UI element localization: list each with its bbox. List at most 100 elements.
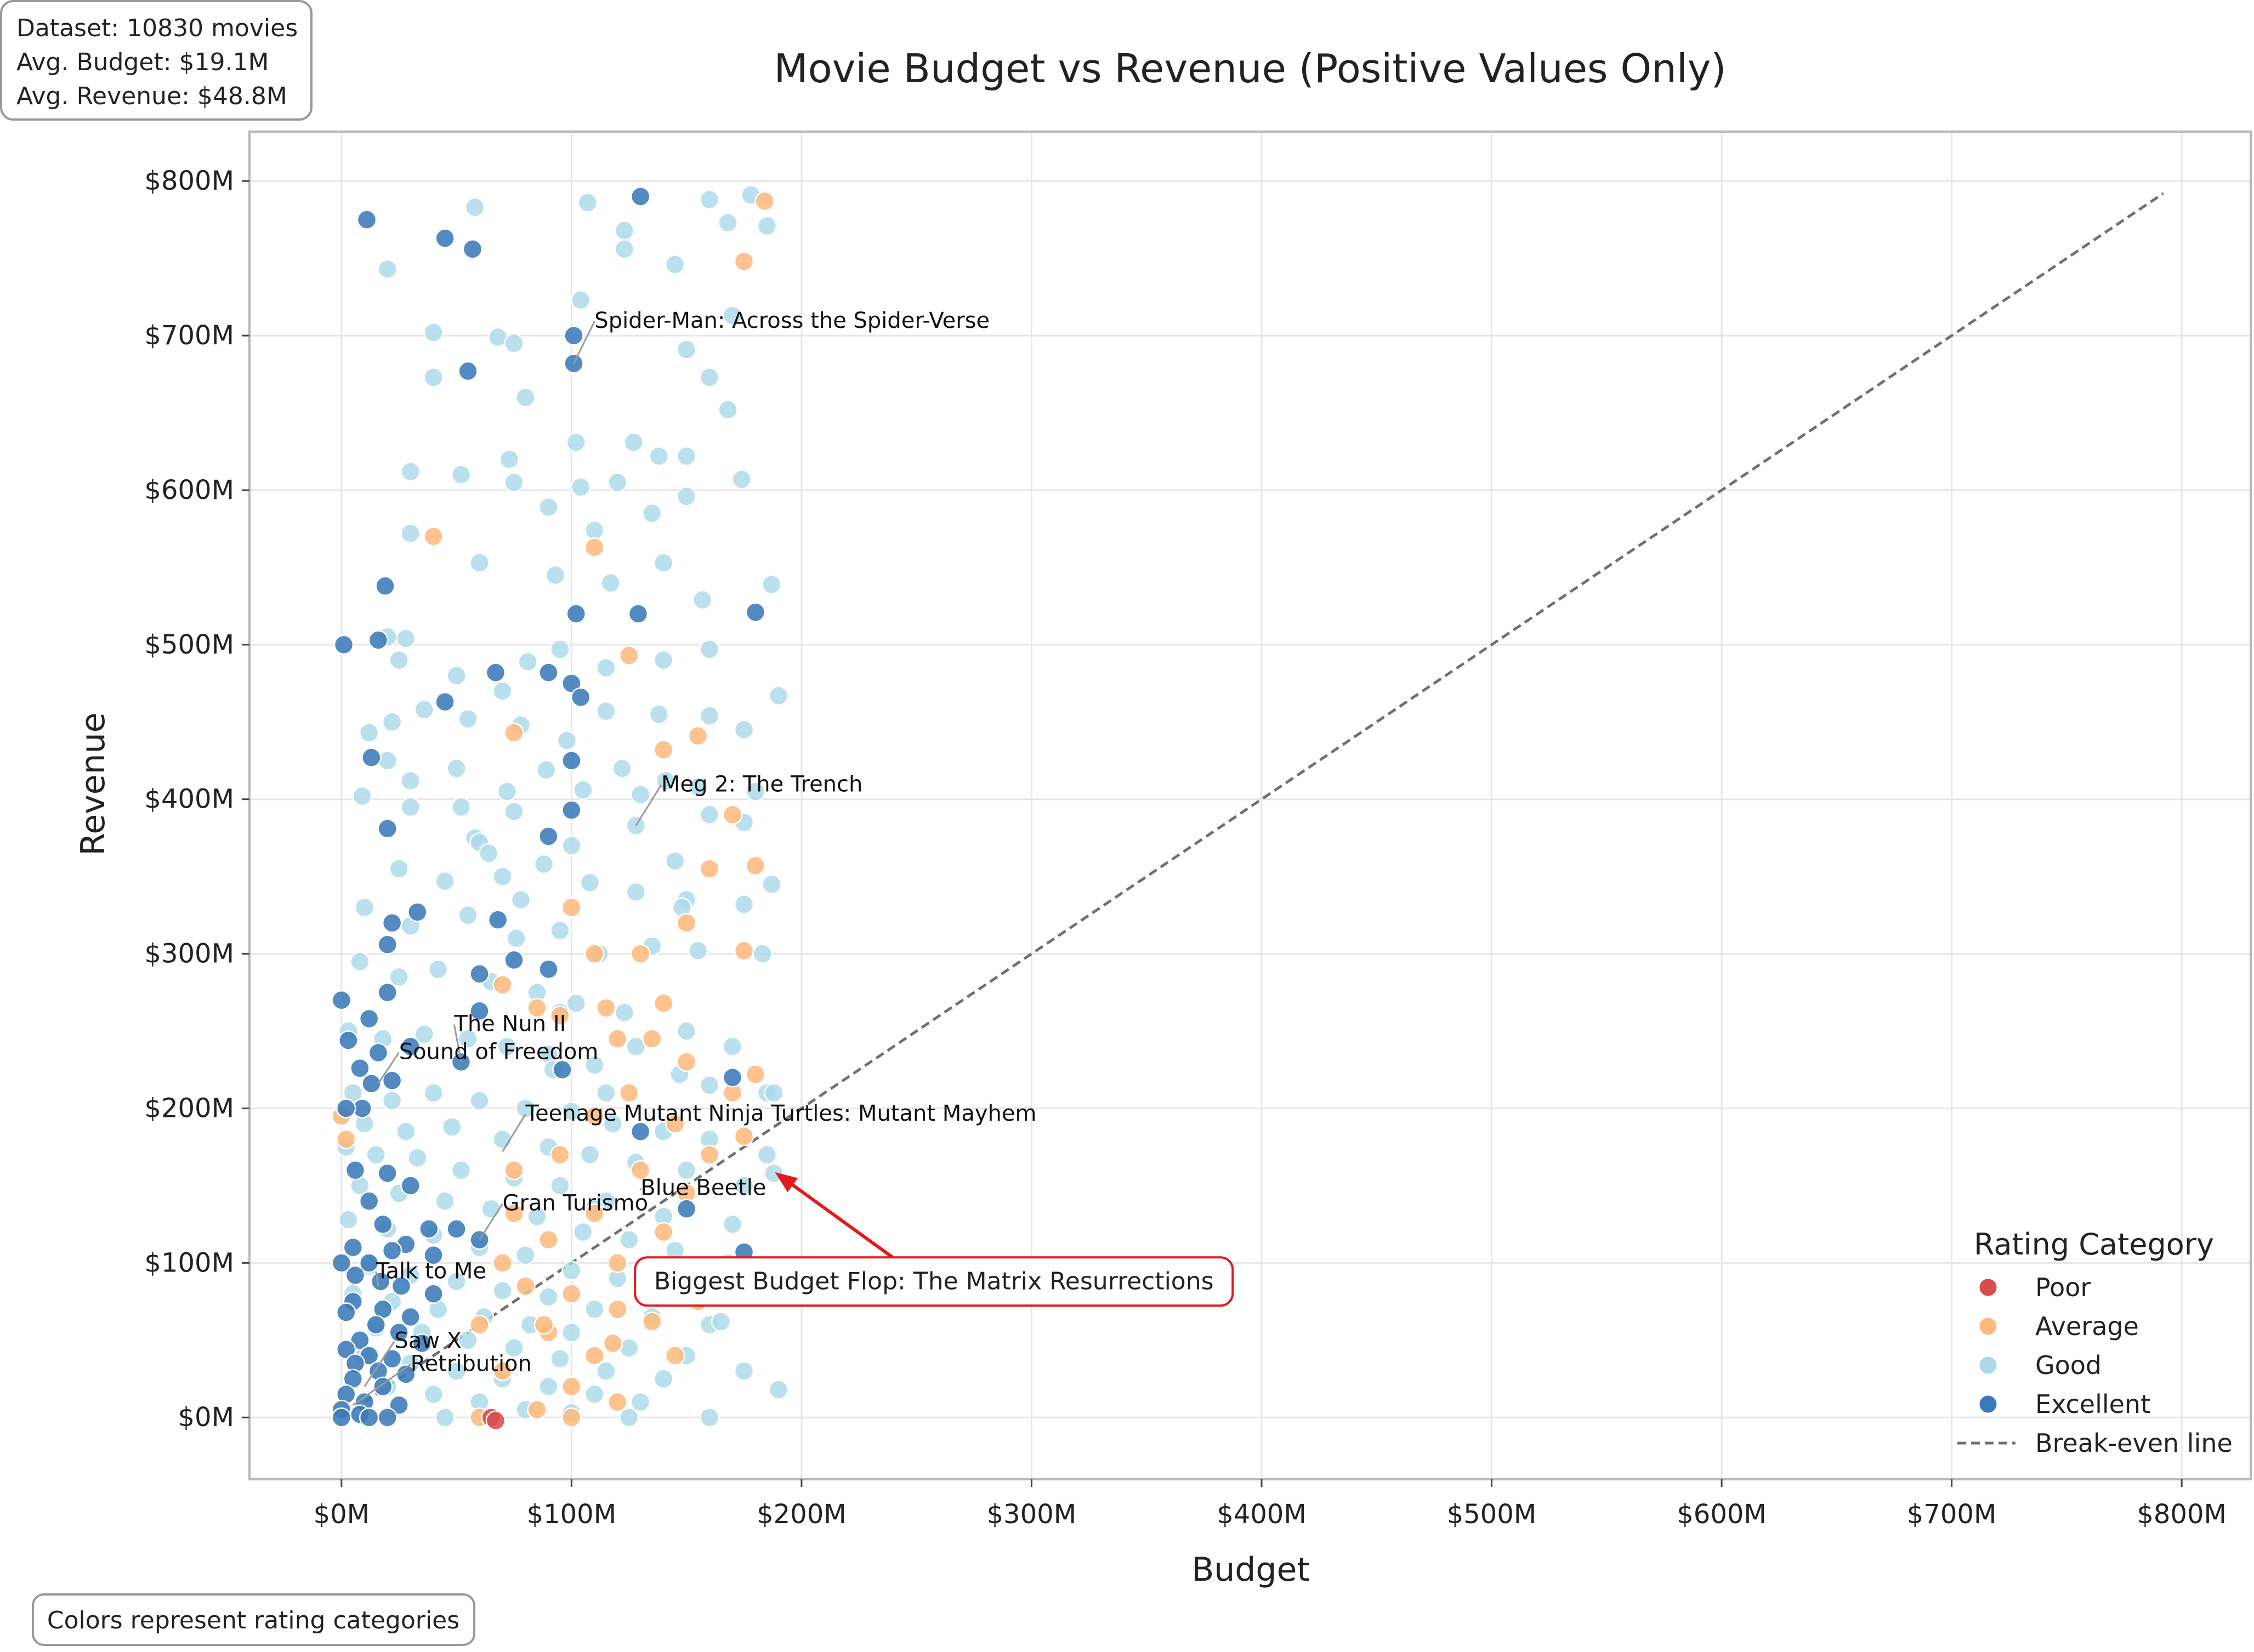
- point-good: [350, 951, 370, 972]
- stats-line: Avg. Budget: $19.1M: [16, 48, 269, 76]
- point-excellent: [361, 1074, 382, 1094]
- point-excellent: [400, 1176, 421, 1196]
- x-tick-label: $400M: [1217, 1499, 1307, 1530]
- point-average: [515, 1276, 536, 1296]
- point-excellent: [359, 1008, 379, 1029]
- point-average: [607, 1299, 628, 1320]
- annotation-connector: [573, 321, 595, 364]
- point-good: [435, 1407, 455, 1428]
- point-good: [584, 1055, 605, 1075]
- point-excellent: [345, 1265, 366, 1286]
- stats-line: Avg. Revenue: $48.8M: [16, 82, 287, 110]
- annotation-label: Meg 2: The Trench: [661, 772, 862, 797]
- point-average: [584, 1203, 605, 1224]
- annotation-label: Gran Turismo: [502, 1191, 648, 1216]
- point-good: [396, 1121, 416, 1142]
- point-excellent: [377, 1407, 398, 1428]
- point-good: [653, 1369, 674, 1389]
- x-tick-label: $800M: [2137, 1499, 2227, 1530]
- point-excellent: [630, 1121, 651, 1142]
- point-average: [630, 944, 651, 964]
- point-good: [550, 921, 570, 941]
- point-good: [757, 215, 777, 236]
- annotation-connector: [352, 1364, 411, 1406]
- callout-label: Biggest Budget Flop: The Matrix Resurrec…: [654, 1267, 1214, 1295]
- annotation-label: Talk to Me: [376, 1259, 486, 1284]
- point-excellent: [389, 1395, 409, 1415]
- point-good: [600, 572, 621, 593]
- point-average: [492, 1253, 513, 1273]
- point-good: [718, 400, 738, 420]
- point-average: [699, 859, 720, 879]
- point-average: [469, 1314, 490, 1335]
- point-average: [336, 1129, 356, 1150]
- point-good: [699, 367, 720, 388]
- annotation-label: Saw X: [394, 1328, 462, 1353]
- x-tick-label: $500M: [1447, 1499, 1537, 1530]
- point-good: [649, 446, 669, 467]
- point-excellent: [564, 325, 584, 346]
- point-excellent: [538, 826, 559, 847]
- point-good: [504, 1338, 524, 1358]
- point-good: [389, 967, 409, 987]
- point-good: [550, 639, 570, 660]
- point-good: [527, 1206, 547, 1227]
- point-excellent: [331, 1253, 352, 1273]
- point-excellent: [446, 1219, 467, 1239]
- point-excellent: [336, 1339, 356, 1360]
- callout-box: [634, 1256, 1234, 1307]
- point-good: [400, 797, 421, 818]
- x-tick-label: $300M: [987, 1499, 1077, 1530]
- point-good: [561, 1101, 582, 1122]
- point-good: [614, 239, 635, 259]
- legend-marker-average: [1978, 1316, 1998, 1337]
- legend-label-excellent: Excellent: [2035, 1389, 2150, 1419]
- point-average: [550, 1144, 570, 1165]
- point-excellent: [423, 1245, 444, 1265]
- point-good: [580, 872, 600, 893]
- grid: [249, 132, 2251, 1479]
- point-good: [722, 305, 743, 326]
- point-good: [497, 781, 518, 802]
- point-good: [711, 1312, 731, 1332]
- point-excellent: [400, 1036, 421, 1057]
- point-average: [665, 1114, 685, 1134]
- legend-marker-poor: [1978, 1277, 1998, 1298]
- point-average: [722, 804, 743, 825]
- point-good: [435, 1191, 455, 1211]
- point-good: [768, 1379, 789, 1400]
- callout-arrow: [785, 1179, 894, 1259]
- point-excellent: [389, 1322, 409, 1343]
- point-good: [577, 192, 598, 213]
- point-excellent: [570, 687, 591, 707]
- point-excellent: [407, 902, 428, 922]
- point-good: [618, 1229, 639, 1250]
- annotation-label: The Nun II: [453, 1012, 566, 1037]
- point-good: [441, 1117, 462, 1137]
- point-good: [366, 1144, 386, 1165]
- point-excellent: [630, 186, 651, 207]
- point-excellent: [356, 209, 377, 230]
- y-tick-label: $600M: [144, 475, 234, 506]
- point-excellent: [566, 604, 586, 624]
- point-excellent: [487, 910, 508, 930]
- point-good: [566, 993, 586, 1014]
- point-good: [469, 553, 490, 573]
- point-good: [396, 628, 416, 649]
- y-axis-label: Revenue: [74, 712, 112, 855]
- y-tick-label: $0M: [178, 1402, 235, 1433]
- point-average: [676, 1052, 697, 1072]
- point-average: [630, 1160, 651, 1180]
- point-excellent: [375, 576, 395, 596]
- point-good: [458, 905, 478, 926]
- point-good: [649, 704, 669, 724]
- legend-marker-excellent: [1978, 1394, 1998, 1415]
- point-good: [641, 503, 662, 524]
- point-good: [612, 758, 632, 779]
- point-good: [464, 197, 485, 218]
- point-good: [414, 699, 435, 720]
- point-good: [566, 432, 586, 452]
- point-excellent: [350, 1058, 370, 1078]
- point-average: [527, 998, 547, 1018]
- point-good: [538, 1287, 559, 1307]
